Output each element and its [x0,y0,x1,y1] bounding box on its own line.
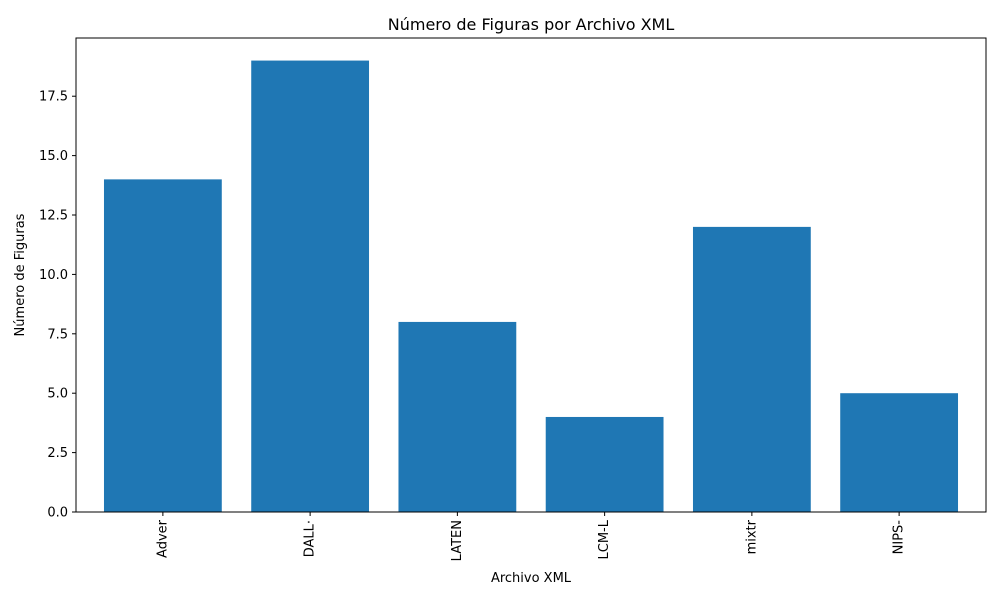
y-tick-label: 10.0 [39,268,68,283]
y-tick-label: 7.5 [47,327,68,342]
x-tick-label: DALL· [303,520,318,557]
x-tick-label: NIPS- [892,520,907,555]
y-axis-ticks: 0.0 2.5 5.0 7.5 10.0 12.5 15.0 17.5 [39,90,76,521]
x-tick-label: Adver [155,519,170,558]
x-tick-label: LCM-L [597,519,612,559]
bar-1 [251,60,370,512]
x-axis-label: Archivo XML [491,571,572,586]
x-tick-label: LATEN [450,520,465,561]
x-tick-label: mixtr [744,519,759,554]
y-tick-label: 17.5 [39,90,68,105]
y-tick-label: 5.0 [47,387,68,402]
y-axis-label: Número de Figuras [13,213,28,336]
bar-4 [692,226,811,513]
chart-title: Número de Figuras por Archivo XML [388,15,675,34]
y-tick-label: 0.0 [47,506,68,521]
y-tick-label: 2.5 [47,446,68,461]
bar-2 [398,321,517,512]
y-tick-label: 12.5 [39,209,68,224]
bar-0 [103,179,222,513]
plot-area-frame [75,37,987,513]
x-axis-ticks: Adver DALL· LATEN LCM-L mixtr NIPS- [155,512,907,561]
bars-group [103,60,959,513]
bar-5 [840,393,959,512]
y-tick-label: 15.0 [39,149,68,164]
bar-3 [545,416,664,512]
